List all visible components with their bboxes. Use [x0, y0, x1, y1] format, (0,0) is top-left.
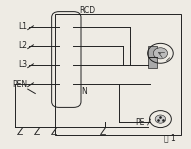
Circle shape	[153, 48, 168, 59]
Text: L2: L2	[19, 41, 28, 51]
Text: N: N	[81, 87, 87, 96]
Text: 图 1: 图 1	[164, 134, 176, 143]
Text: PEN: PEN	[13, 80, 28, 89]
Text: PE: PE	[135, 118, 144, 127]
Polygon shape	[148, 46, 157, 68]
Circle shape	[155, 115, 166, 123]
Text: L3: L3	[19, 60, 28, 69]
Text: L1: L1	[19, 22, 28, 31]
Text: RCD: RCD	[79, 6, 95, 15]
